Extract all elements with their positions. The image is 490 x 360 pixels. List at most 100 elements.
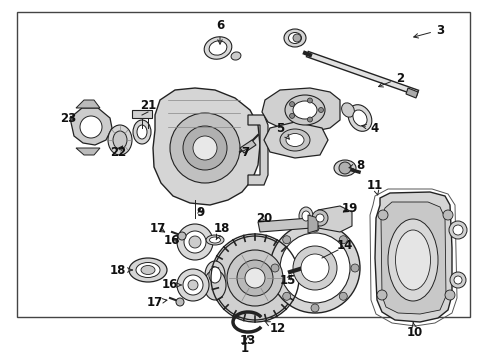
Text: 11: 11	[367, 179, 383, 195]
Circle shape	[213, 236, 297, 320]
Ellipse shape	[204, 37, 232, 59]
Text: 4: 4	[362, 122, 379, 135]
Text: 21: 21	[140, 99, 156, 112]
Polygon shape	[153, 88, 260, 205]
Text: 18: 18	[214, 221, 230, 240]
Ellipse shape	[289, 32, 301, 44]
Circle shape	[178, 232, 186, 240]
Text: 2: 2	[379, 72, 404, 87]
Ellipse shape	[293, 101, 317, 119]
Circle shape	[270, 223, 360, 313]
Circle shape	[245, 268, 265, 288]
Circle shape	[339, 162, 351, 174]
Polygon shape	[308, 215, 318, 233]
Circle shape	[453, 225, 463, 235]
Circle shape	[189, 236, 201, 248]
Polygon shape	[318, 206, 352, 232]
Ellipse shape	[137, 125, 147, 139]
Circle shape	[378, 210, 388, 220]
Circle shape	[283, 236, 291, 244]
Text: 15: 15	[280, 274, 296, 287]
Text: 16: 16	[162, 279, 181, 292]
Ellipse shape	[353, 110, 367, 126]
Circle shape	[377, 290, 387, 300]
Ellipse shape	[342, 103, 354, 117]
Ellipse shape	[209, 267, 221, 283]
Circle shape	[280, 233, 350, 303]
Text: 6: 6	[216, 18, 224, 44]
Circle shape	[449, 221, 467, 239]
Polygon shape	[262, 88, 340, 132]
Circle shape	[184, 231, 206, 253]
Ellipse shape	[206, 235, 224, 245]
Text: 20: 20	[256, 212, 272, 225]
Ellipse shape	[204, 270, 226, 300]
Text: 14: 14	[337, 239, 353, 252]
Circle shape	[316, 214, 324, 222]
Text: 16: 16	[164, 234, 180, 247]
Circle shape	[312, 210, 328, 226]
Ellipse shape	[129, 258, 167, 282]
Circle shape	[445, 290, 455, 300]
Text: 1: 1	[241, 342, 249, 355]
Text: 13: 13	[240, 333, 256, 346]
Ellipse shape	[205, 261, 225, 289]
Text: 19: 19	[342, 202, 358, 215]
Circle shape	[339, 292, 347, 300]
Circle shape	[311, 224, 319, 232]
Ellipse shape	[141, 266, 155, 274]
Polygon shape	[76, 148, 100, 155]
Circle shape	[188, 280, 198, 290]
Circle shape	[176, 298, 184, 306]
Polygon shape	[264, 122, 328, 158]
Circle shape	[183, 126, 227, 170]
Polygon shape	[375, 192, 452, 322]
Circle shape	[454, 276, 462, 284]
Circle shape	[307, 117, 313, 122]
Circle shape	[293, 34, 301, 42]
Circle shape	[307, 98, 313, 103]
Circle shape	[290, 113, 294, 118]
Ellipse shape	[209, 41, 227, 55]
Polygon shape	[240, 140, 256, 153]
Circle shape	[80, 116, 102, 138]
Circle shape	[183, 275, 203, 295]
Circle shape	[301, 254, 329, 282]
Ellipse shape	[285, 95, 325, 125]
Text: 18: 18	[110, 264, 132, 276]
Text: 17: 17	[147, 296, 167, 309]
Circle shape	[170, 113, 240, 183]
Ellipse shape	[299, 207, 313, 225]
Ellipse shape	[231, 52, 241, 60]
Bar	[17, 12, 470, 317]
Circle shape	[283, 292, 291, 300]
Circle shape	[271, 264, 279, 272]
Circle shape	[351, 264, 359, 272]
Ellipse shape	[133, 120, 151, 144]
Ellipse shape	[108, 125, 132, 155]
Polygon shape	[248, 115, 268, 185]
Polygon shape	[258, 218, 312, 232]
Circle shape	[290, 102, 294, 107]
Ellipse shape	[334, 160, 356, 176]
Text: 3: 3	[414, 23, 444, 38]
Text: 8: 8	[349, 158, 364, 171]
Text: 12: 12	[265, 321, 286, 334]
Circle shape	[177, 269, 209, 301]
Text: 22: 22	[110, 145, 126, 158]
Text: 10: 10	[407, 323, 423, 338]
Polygon shape	[406, 88, 418, 98]
Ellipse shape	[348, 105, 372, 131]
Circle shape	[311, 304, 319, 312]
Circle shape	[450, 272, 466, 288]
Ellipse shape	[136, 262, 160, 278]
Ellipse shape	[286, 134, 304, 147]
Text: 9: 9	[196, 206, 204, 219]
Circle shape	[227, 250, 283, 306]
Circle shape	[177, 224, 213, 260]
Text: 17: 17	[150, 221, 166, 234]
Ellipse shape	[210, 237, 220, 243]
Ellipse shape	[395, 230, 431, 290]
Text: 7: 7	[241, 145, 249, 158]
Circle shape	[339, 236, 347, 244]
